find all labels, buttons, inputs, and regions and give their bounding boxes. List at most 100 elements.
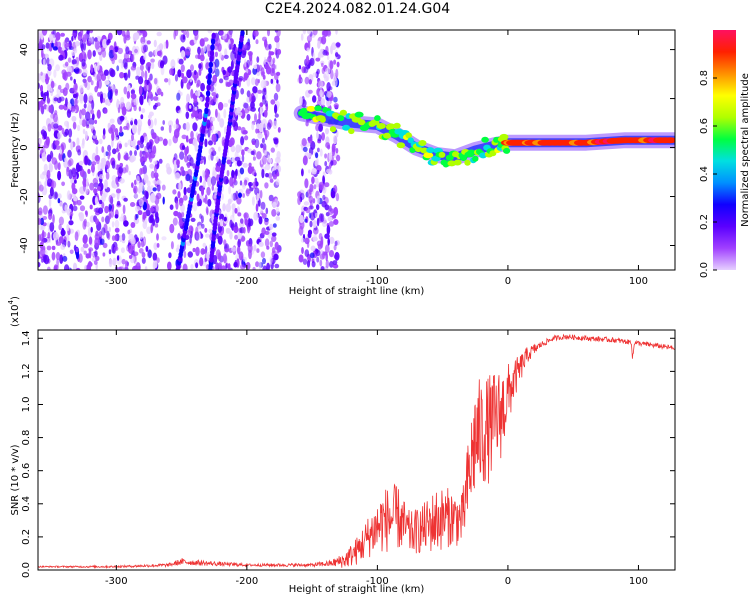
noise-dot xyxy=(114,214,119,219)
noise-dot xyxy=(316,217,320,227)
noise-dot xyxy=(123,197,128,202)
noise-dot xyxy=(273,138,279,145)
noise-dot xyxy=(114,227,120,233)
noise-dot xyxy=(256,193,260,201)
track-dot xyxy=(418,140,427,146)
noise-dot xyxy=(231,169,235,179)
noise-dot xyxy=(254,78,259,86)
noise-dot xyxy=(134,48,138,54)
noise-dot xyxy=(131,54,135,63)
noise-dot xyxy=(331,42,337,51)
noise-dot xyxy=(153,242,158,251)
noise-dot xyxy=(242,256,247,262)
noise-dot xyxy=(135,175,140,185)
noise-dot xyxy=(108,258,113,268)
noise-dot xyxy=(58,223,62,231)
track-dot xyxy=(319,116,326,123)
noise-dot xyxy=(40,71,43,76)
noise-dot xyxy=(302,30,307,35)
bottom-plot-frame xyxy=(37,329,676,571)
noise-dot xyxy=(198,225,202,230)
noise-dot xyxy=(97,186,101,191)
noise-dot xyxy=(252,156,256,161)
noise-dot xyxy=(237,212,242,217)
noise-dot xyxy=(199,96,203,102)
noise-dot xyxy=(55,241,62,246)
noise-dot xyxy=(136,214,139,219)
noise-dot xyxy=(267,172,273,179)
noise-dot xyxy=(123,154,129,161)
noise-dot xyxy=(189,104,192,109)
y-tick-label: 0.6 xyxy=(21,463,32,479)
noise-dot xyxy=(108,127,113,134)
noise-dot xyxy=(66,190,71,201)
noise-dot xyxy=(156,31,162,37)
noise-dot xyxy=(125,46,130,55)
noise-dot xyxy=(104,179,108,190)
noise-dot xyxy=(200,82,206,92)
noise-dot xyxy=(139,231,144,240)
noise-dot xyxy=(253,211,259,221)
noise-dot xyxy=(106,168,110,174)
noise-dot xyxy=(82,243,89,249)
noise-dot xyxy=(78,85,84,94)
noise-dot xyxy=(185,111,190,120)
noise-dot xyxy=(135,75,140,80)
noise-dot xyxy=(121,30,126,37)
noise-dot xyxy=(112,257,117,266)
noise-dot xyxy=(94,119,98,125)
noise-dot xyxy=(51,180,57,189)
noise-dot xyxy=(240,236,246,242)
noise-dot xyxy=(144,136,149,144)
noise-dot xyxy=(203,44,207,52)
noise-dot xyxy=(322,175,325,184)
noise-dot xyxy=(194,106,198,111)
noise-dot xyxy=(246,77,251,87)
noise-dot xyxy=(268,194,274,202)
noise-dot xyxy=(136,144,139,151)
noise-dot xyxy=(67,57,72,63)
noise-dot xyxy=(201,223,205,229)
noise-dot xyxy=(68,40,72,50)
y-axis-label: SNR (10 * v/v) xyxy=(10,444,21,515)
noise-dot xyxy=(154,204,159,213)
noise-dot xyxy=(75,247,79,253)
noise-dot xyxy=(85,111,91,121)
noise-dot xyxy=(275,83,281,93)
noise-dot xyxy=(333,96,338,103)
noise-dot xyxy=(130,202,136,207)
noise-dot xyxy=(174,74,179,82)
noise-dot xyxy=(331,146,336,157)
noise-dot xyxy=(186,30,190,39)
noise-dot xyxy=(66,224,70,232)
noise-dot xyxy=(95,207,101,213)
noise-dot xyxy=(60,244,66,250)
noise-dot xyxy=(133,192,139,199)
noise-dot xyxy=(149,73,153,81)
noise-dot xyxy=(46,154,52,163)
noise-dot xyxy=(141,257,146,264)
noise-dot xyxy=(94,250,98,258)
noise-dot xyxy=(53,69,57,78)
noise-dot xyxy=(107,90,113,100)
noise-dot xyxy=(48,212,53,220)
noise-dot xyxy=(143,52,147,61)
noise-dot xyxy=(231,203,236,211)
noise-dot xyxy=(138,76,144,85)
noise-dot xyxy=(334,251,340,261)
noise-dot xyxy=(202,170,206,178)
noise-dot xyxy=(43,163,48,173)
noise-dot xyxy=(47,266,51,270)
streak-dot xyxy=(205,96,210,103)
noise-dot xyxy=(181,145,186,150)
noise-dot xyxy=(242,193,246,198)
noise-dot xyxy=(229,219,233,228)
noise-dot xyxy=(74,231,79,242)
noise-dot xyxy=(237,238,241,248)
noise-dot xyxy=(234,226,239,232)
noise-dot xyxy=(203,198,206,203)
x-tick-label: 0 xyxy=(505,276,511,287)
x-tick-label: -200 xyxy=(236,276,259,287)
noise-dot xyxy=(333,59,337,65)
noise-dot xyxy=(145,191,149,200)
